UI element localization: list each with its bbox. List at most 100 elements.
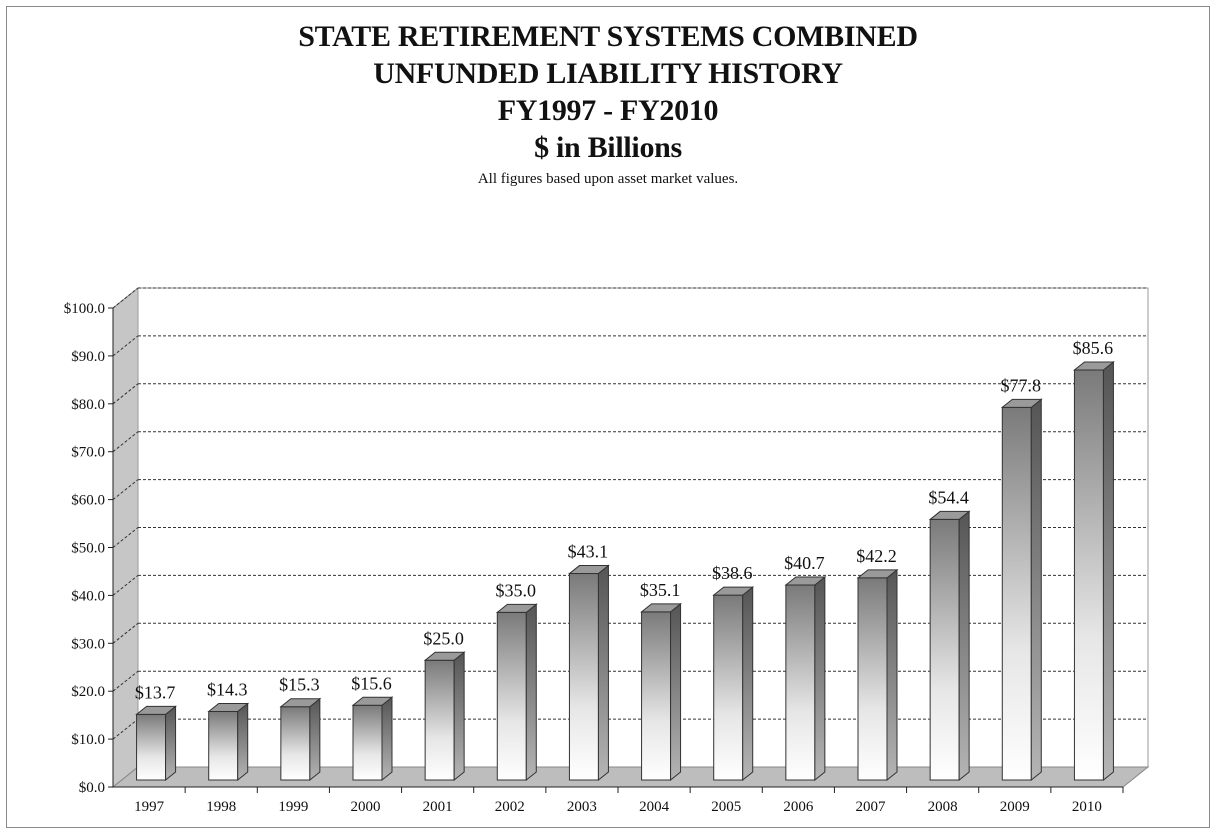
bar-front: [785, 584, 816, 781]
bar-side: [670, 602, 682, 782]
bar-front: [352, 704, 383, 781]
bar-front: [857, 577, 888, 781]
chart-title-line-1: STATE RETIREMENT SYSTEMS COMBINED: [298, 20, 918, 53]
x-tick-label: 1997: [134, 799, 165, 815]
x-tick-label: 2001: [423, 799, 453, 815]
bar-front: [496, 611, 527, 781]
bar-side: [597, 564, 609, 782]
bar: [784, 576, 827, 782]
bar-top: [640, 603, 682, 613]
bar-top: [568, 565, 610, 575]
y-tick-label: $0.0: [79, 780, 105, 796]
bar: [640, 602, 682, 782]
bar: [856, 568, 899, 782]
bar: [1000, 398, 1043, 782]
bar-front: [713, 594, 744, 781]
gridline-diagonal: [112, 431, 139, 453]
bar-front: [568, 573, 599, 781]
x-tick-label: 2006: [783, 799, 814, 815]
data-label: $35.1: [640, 580, 681, 600]
bar: [135, 705, 177, 782]
bar: [207, 702, 250, 782]
bar-top: [856, 569, 899, 579]
data-label: $42.2: [856, 546, 897, 566]
gridline-diagonal: [112, 287, 139, 309]
x-tick-label: 2008: [928, 799, 958, 815]
bar-top: [712, 586, 755, 596]
chart-title-line-4: $ in Billions: [534, 131, 682, 164]
bar-front: [641, 611, 672, 781]
y-tick-label: $40.0: [71, 588, 105, 604]
bar-top: [928, 510, 971, 520]
bar-top: [1000, 398, 1043, 408]
x-tick-label: 2007: [856, 799, 887, 815]
y-tick-label: $70.0: [71, 445, 105, 461]
data-label: $25.0: [423, 628, 464, 648]
bar: [495, 603, 538, 782]
data-label: $40.7: [784, 553, 825, 573]
bar-top: [1073, 361, 1115, 371]
y-tick-label: $80.0: [71, 397, 105, 413]
chart-title-line-2: UNFUNDED LIABILITY HISTORY: [373, 57, 843, 90]
bar-top: [784, 576, 827, 586]
bar-front: [1073, 369, 1104, 781]
y-tick-label: $10.0: [71, 732, 105, 748]
x-tick-label: 1998: [206, 799, 236, 815]
chart-subtitle: All figures based upon asset market valu…: [477, 171, 739, 187]
y-tick-label: $90.0: [71, 349, 105, 365]
x-tick-label: 2010: [1072, 799, 1102, 815]
bar-side: [309, 697, 321, 782]
bar-side: [453, 651, 465, 782]
gridline-diagonal: [112, 718, 139, 740]
chart-title-line-3: FY1997 - FY2010: [497, 94, 719, 127]
bar: [279, 697, 322, 782]
bar-top: [207, 703, 250, 713]
bar: [928, 510, 971, 782]
y-tick-label: $20.0: [71, 684, 105, 700]
data-label: $77.8: [1001, 375, 1042, 395]
bar-side: [814, 576, 826, 782]
bar-side: [742, 586, 754, 782]
bar-side: [165, 705, 177, 782]
gridline-diagonal: [112, 527, 139, 548]
bar-side: [381, 696, 393, 782]
y-tick-label: $50.0: [71, 541, 105, 557]
bar-side: [237, 702, 249, 782]
bars: [135, 360, 1115, 782]
bar-front: [280, 706, 311, 781]
bar-top: [423, 651, 466, 661]
data-label: $35.0: [496, 580, 537, 600]
bar-side: [1030, 398, 1042, 782]
gridline-diagonal: [112, 335, 139, 357]
bar-side: [886, 568, 898, 782]
data-label: $14.3: [207, 680, 248, 700]
bar-side: [1102, 360, 1114, 782]
data-labels: $13.7 $14.3 $15.3 $15.6 $25.0 $35.0 $43.1 $35.1…: [135, 338, 1113, 702]
bar: [712, 586, 755, 782]
plot-walls: [111, 286, 1150, 789]
x-tick-label: 1999: [278, 799, 308, 815]
bar-front: [136, 713, 167, 781]
x-tick-label: 2005: [711, 799, 741, 815]
data-label: $15.6: [351, 673, 392, 693]
gridline-diagonal: [112, 479, 139, 500]
bar-top: [495, 603, 538, 613]
bar: [351, 696, 394, 782]
bar-front: [424, 659, 455, 781]
gridline-diagonal: [112, 575, 139, 596]
axes: $0.0 $10.0 $20.0 $30.0 $40.0 $50.0 $60.0 $70.0 $…: [64, 301, 1124, 815]
bar-side: [958, 510, 970, 782]
gridline-diagonal: [112, 383, 139, 405]
bar: [568, 564, 610, 782]
data-label: $38.6: [712, 563, 753, 583]
x-tick-label: 2003: [567, 799, 597, 815]
data-label: $54.4: [928, 487, 969, 507]
bar-front: [208, 711, 239, 781]
chart-title-block: STATE RETIREMENT SYSTEMS COMBINED UNFUND…: [0, 18, 1216, 190]
x-tick-label: 2002: [495, 799, 525, 815]
data-label: $85.6: [1073, 338, 1114, 358]
y-tick-label: $100.0: [64, 301, 105, 317]
gridline-diagonal: [112, 670, 139, 692]
floor: [111, 766, 1150, 788]
